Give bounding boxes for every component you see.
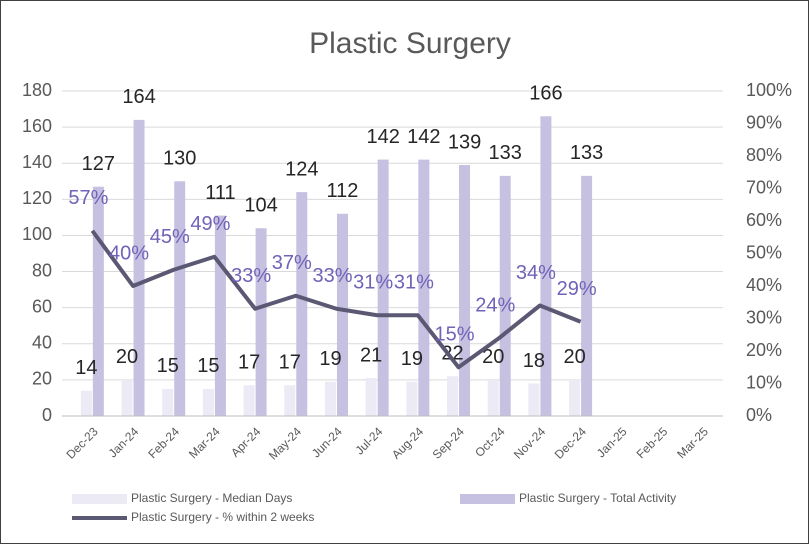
bar	[459, 165, 471, 416]
bar	[80, 390, 92, 416]
y-tick-label: 100	[22, 224, 52, 244]
data-label: 17	[279, 352, 301, 374]
y2-tick-label: 10%	[746, 372, 782, 392]
data-label: 127	[82, 153, 115, 175]
data-label: 33%	[231, 265, 271, 287]
y2-tick-label: 70%	[746, 177, 782, 197]
data-label: 15%	[435, 324, 475, 346]
bar	[377, 159, 389, 416]
bar	[336, 213, 348, 416]
y-tick-label: 160	[22, 116, 52, 136]
y2-tick-label: 50%	[746, 242, 782, 262]
data-label: 139	[448, 131, 481, 153]
data-label: 29%	[557, 278, 597, 300]
bar	[406, 381, 418, 416]
data-label: 17	[238, 352, 260, 374]
legend-label: Plastic Surgery - Total Activity	[519, 491, 676, 505]
y-tick-label: 80	[32, 260, 52, 280]
data-label: 124	[285, 158, 318, 180]
data-label: 33%	[312, 265, 352, 287]
line	[90, 229, 582, 370]
data-label: 49%	[190, 213, 230, 235]
bar	[296, 192, 308, 416]
bar	[162, 388, 174, 416]
y2-tick-label: 80%	[746, 145, 782, 165]
y-tick-label: 140	[22, 152, 52, 172]
data-label: 130	[163, 148, 196, 170]
data-label: 19	[401, 348, 423, 370]
bar	[447, 376, 459, 416]
bar	[255, 228, 267, 416]
y2-tick-label: 60%	[746, 210, 782, 230]
y-tick-label: 120	[22, 188, 52, 208]
data-label: 111	[205, 182, 235, 204]
data-label: 18	[523, 350, 545, 372]
legend-swatch	[460, 494, 515, 504]
bar	[121, 379, 133, 416]
bar	[581, 175, 593, 416]
bar	[365, 378, 377, 416]
data-label: 112	[327, 180, 359, 202]
legend-swatch	[72, 494, 127, 504]
y2-tick-label: 90%	[746, 112, 782, 132]
data-label: 20	[563, 346, 585, 368]
bar	[243, 385, 255, 416]
y-tick-label: 180	[22, 80, 52, 100]
y-tick-label: 60	[32, 296, 52, 316]
data-label: 31%	[353, 272, 393, 294]
data-label: 142	[366, 126, 399, 148]
y2-tick-label: 20%	[746, 340, 782, 360]
bar	[324, 381, 336, 416]
data-label: 133	[570, 142, 603, 164]
data-label: 20	[482, 346, 504, 368]
chart-title: Plastic Surgery	[309, 27, 511, 60]
bar	[499, 175, 511, 416]
y2-tick-label: 0%	[746, 405, 772, 425]
data-label: 164	[122, 86, 155, 108]
data-label: 104	[244, 195, 277, 217]
bar	[214, 215, 226, 416]
data-label: 37%	[272, 252, 312, 274]
data-label: 15	[197, 355, 219, 377]
data-label: 24%	[475, 294, 515, 316]
y2-tick-label: 30%	[746, 307, 782, 327]
data-label: 166	[529, 83, 562, 105]
data-label: 21	[360, 344, 382, 366]
y-tick-label: 20	[32, 369, 52, 389]
y-tick-label: 40	[32, 333, 52, 353]
data-label: 15	[157, 355, 179, 377]
data-label: 14	[75, 357, 97, 379]
data-label: 142	[407, 126, 440, 148]
data-label: 34%	[516, 262, 556, 284]
data-label: 57%	[68, 187, 108, 209]
y2-tick-label: 40%	[746, 275, 782, 295]
bar	[92, 186, 104, 416]
bar	[174, 181, 186, 416]
bar	[418, 159, 430, 416]
data-label: 45%	[150, 226, 190, 248]
bar	[284, 385, 296, 416]
bar	[528, 383, 540, 416]
data-label: 20	[116, 346, 138, 368]
bar	[569, 379, 581, 416]
bar	[202, 388, 214, 416]
data-label: 19	[319, 348, 341, 370]
y2-tick-label: 100%	[746, 80, 792, 100]
y-tick-label: 0	[42, 405, 52, 425]
bar	[487, 379, 499, 416]
data-label: 40%	[109, 242, 149, 264]
legend-label: Plastic Surgery - % within 2 weeks	[131, 510, 314, 524]
bar	[540, 116, 552, 417]
data-label: 22	[441, 343, 463, 365]
bar	[133, 119, 145, 416]
data-label: 133	[489, 142, 522, 164]
data-label: 31%	[394, 272, 434, 294]
legend-label: Plastic Surgery - Median Days	[131, 491, 292, 505]
